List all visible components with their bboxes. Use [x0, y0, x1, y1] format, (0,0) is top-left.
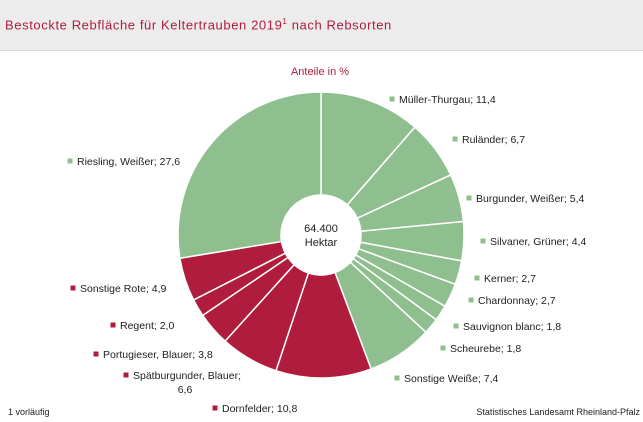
label-burgunder-weisser: Burgunder, Weißer; 5,4: [476, 193, 585, 205]
bullet-scheurebe: [440, 345, 446, 351]
label-sonstige-rote: Sonstige Rote; 4,9: [80, 283, 167, 295]
bullet-mueller-thurgau: [389, 96, 395, 102]
bullet-sonstige-rote: [70, 285, 76, 291]
bullet-silvaner-gruener: [480, 238, 486, 244]
label-sonstige-weisse: Sonstige Weiße; 7,4: [404, 373, 499, 385]
label-mueller-thurgau: Müller-Thurgau; 11,4: [399, 94, 496, 106]
chart-subtitle: Anteile in %: [291, 66, 349, 78]
chart-area: Anteile in % Müller-Thurgau; 11,4 Ruländer…: [0, 51, 643, 422]
label-silvaner-gruener: Silvaner, Grüner; 4,4: [490, 236, 586, 248]
label-spaetburgunder-blauer: Spätburgunder, Blauer;: [133, 370, 241, 382]
bullet-spaetburgunder-blauer: [123, 372, 129, 378]
label-dornfelder: Dornfelder; 10,8: [222, 403, 297, 415]
bullet-regent: [110, 322, 116, 328]
source-credit: Statistisches Landesamt Rheinland-Pfalz: [476, 407, 640, 417]
label-chardonnay: Chardonnay; 2,7: [478, 295, 556, 307]
footnote: 1 vorläufig: [8, 407, 50, 417]
label-riesling-weisser: Riesling, Weißer; 27,6: [77, 156, 180, 168]
label-scheurebe: Scheurebe; 1,8: [450, 343, 521, 355]
chart-title-text: Bestockte Rebfläche für Keltertrauben 20…: [5, 17, 283, 33]
label-rulaender: Ruländer; 6,7: [462, 134, 525, 146]
center-value: 64.400: [304, 223, 338, 235]
label-kerner: Kerner; 2,7: [484, 273, 536, 285]
label-sauvignon-blanc: Sauvignon blanc; 1,8: [463, 321, 561, 333]
bullet-riesling-weisser: [67, 158, 73, 164]
title-footnote-marker: 1: [282, 17, 288, 26]
bullet-rulaender: [452, 136, 458, 142]
label-spaetburgunder-blauer-line2: 6,6: [178, 384, 193, 396]
bullet-sonstige-weisse: [394, 375, 400, 381]
label-regent: Regent; 2,0: [120, 320, 174, 332]
bullet-dornfelder: [212, 405, 218, 411]
label-portugieser-blauer: Portugieser, Blauer; 3,8: [103, 349, 213, 361]
header-bar: Bestockte Rebfläche für Keltertrauben 20…: [0, 0, 643, 51]
slice-riesling-weisser: [177, 91, 322, 260]
bullet-sauvignon-blanc: [453, 323, 459, 329]
bullet-chardonnay: [468, 297, 474, 303]
bullet-burgunder-weisser: [466, 195, 472, 201]
slice-mueller-thurgau: [320, 91, 416, 206]
center-unit: Hektar: [305, 237, 338, 249]
bullet-kerner: [474, 275, 480, 281]
bullet-portugieser-blauer: [93, 351, 99, 357]
chart-title: Bestockte Rebfläche für Keltertrauben 20…: [5, 17, 392, 32]
chart-title-suffix: nach Rebsorten: [287, 17, 392, 33]
donut-chart: Anteile in % Müller-Thurgau; 11,4 Ruländer…: [8, 66, 640, 417]
